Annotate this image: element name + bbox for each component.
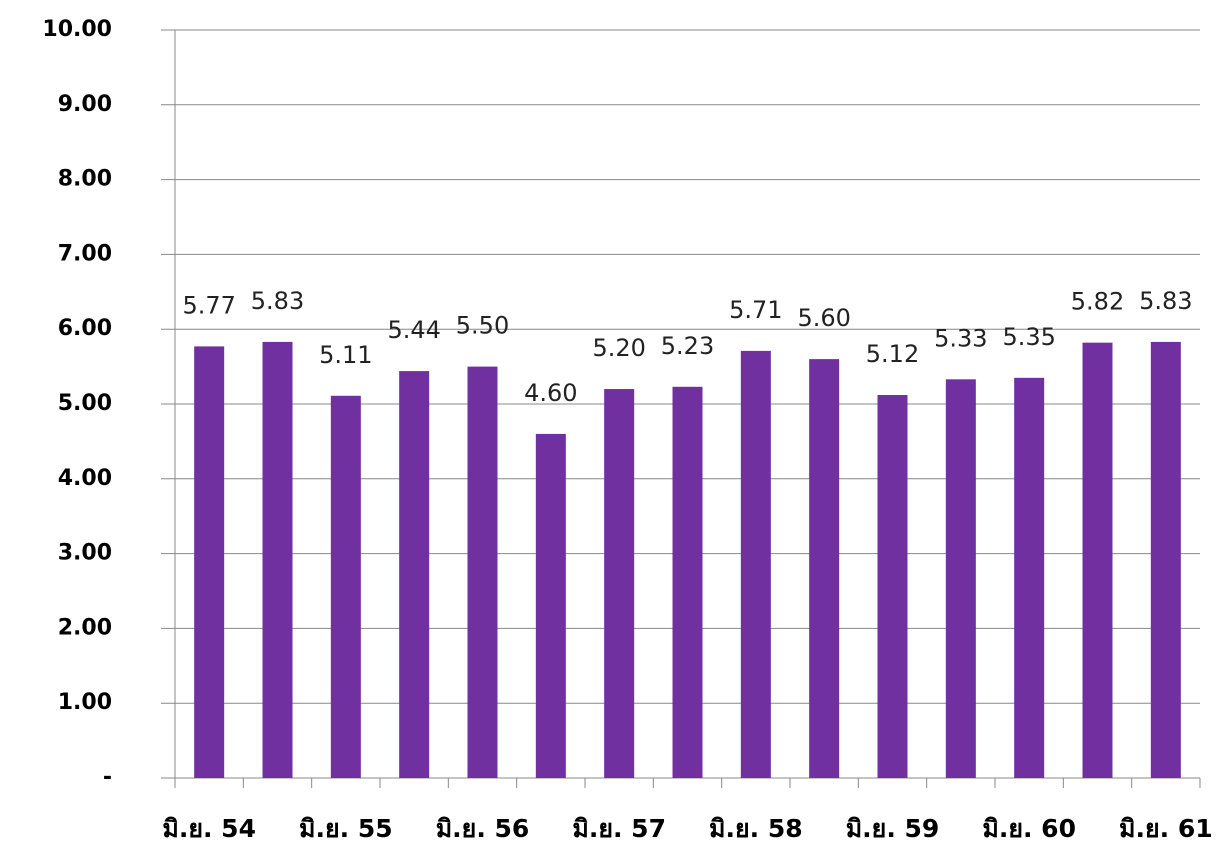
bar (399, 371, 430, 778)
data-label: 4.60 (524, 379, 577, 407)
y-tick-label: 8.00 (58, 167, 112, 192)
y-tick-label: 9.00 (58, 92, 112, 117)
data-label: 5.20 (592, 334, 645, 362)
bar (1082, 342, 1113, 778)
bar (809, 359, 840, 778)
bar (262, 341, 293, 778)
bar (945, 379, 976, 778)
y-tick-label: 2.00 (58, 615, 112, 640)
y-tick-label: - (103, 765, 112, 790)
data-label: 5.60 (797, 304, 850, 332)
data-label: 5.44 (387, 316, 440, 344)
y-tick-label: 10.00 (42, 17, 112, 42)
y-tick-label: 7.00 (58, 241, 112, 266)
x-tick-label: มิ.ย. 60 (982, 814, 1076, 843)
x-tick-label: มิ.ย. 58 (709, 814, 803, 843)
bar (672, 386, 703, 778)
bar (194, 346, 225, 778)
data-label: 5.71 (729, 296, 782, 324)
data-label: 5.83 (251, 287, 304, 315)
y-tick-label: 5.00 (58, 391, 112, 416)
bar (535, 433, 566, 778)
x-tick-label: มิ.ย. 56 (436, 814, 530, 843)
y-tick-label: 3.00 (58, 541, 112, 566)
x-tick-label: มิ.ย. 59 (846, 814, 940, 843)
bar (877, 395, 908, 778)
data-label: 5.82 (1071, 288, 1124, 316)
data-label: 5.33 (934, 324, 987, 352)
y-tick-label: 6.00 (58, 316, 112, 341)
data-label: 5.23 (661, 332, 714, 360)
data-label: 5.83 (1139, 287, 1192, 315)
y-tick-label: 1.00 (58, 690, 112, 715)
bar (1014, 377, 1045, 778)
x-tick-label: มิ.ย. 54 (162, 814, 256, 843)
data-label: 5.77 (182, 291, 235, 319)
x-tick-label: มิ.ย. 61 (1119, 814, 1213, 843)
data-label: 5.11 (319, 341, 372, 369)
data-label: 5.50 (456, 312, 509, 340)
bar (330, 395, 361, 778)
data-label: 5.12 (866, 340, 919, 368)
y-tick-label: 4.00 (58, 466, 112, 491)
data-label: 5.35 (1002, 323, 1055, 351)
bar (1150, 341, 1181, 778)
bar (604, 389, 635, 778)
bar (467, 366, 498, 778)
bar (740, 350, 771, 778)
x-tick-label: มิ.ย. 57 (572, 814, 666, 843)
x-tick-label: มิ.ย. 55 (299, 814, 393, 843)
